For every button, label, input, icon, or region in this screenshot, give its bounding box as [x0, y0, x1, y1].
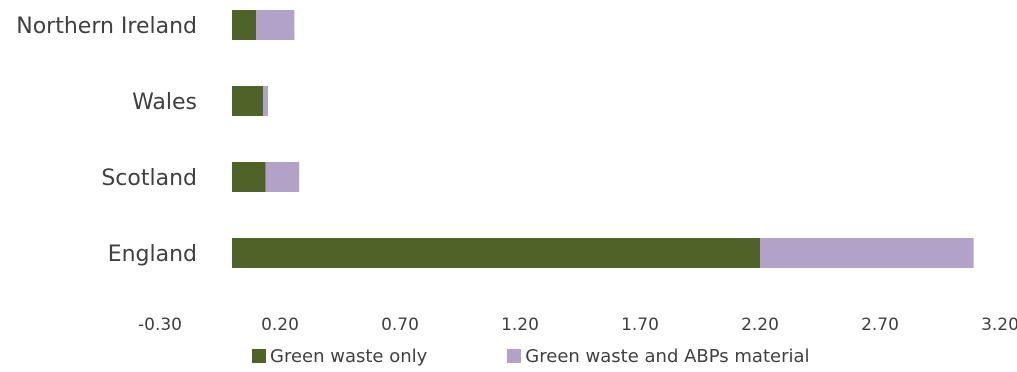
x-tick-label-3: 1.20: [501, 315, 539, 335]
legend-swatch-green-waste-abps: [507, 349, 522, 363]
x-axis-tick-labels: -0.30 0.20 0.70 1.20 1.70 2.20 2.70 3.20: [138, 315, 1017, 335]
bar-northern-ireland-series-2: [256, 10, 295, 40]
legend: Green waste only Green waste and ABPs ma…: [252, 344, 810, 368]
x-tick-label-1: 0.20: [261, 315, 299, 335]
x-tick-label-7: 3.20: [981, 315, 1017, 335]
bars: [232, 10, 974, 268]
bar-northern-ireland-series-1: [232, 10, 256, 40]
x-tick-label-6: 2.70: [861, 315, 899, 335]
bar-england-series-2: [760, 238, 974, 268]
legend-label-green-waste-only: Green waste only: [270, 345, 428, 367]
category-label-wales: Wales: [132, 90, 197, 115]
legend-swatch-green-waste-only: [252, 349, 266, 363]
category-label-england: England: [108, 242, 197, 267]
bar-england-series-1: [232, 238, 760, 268]
legend-item-green-waste-abps: Green waste and ABPs material: [507, 345, 810, 367]
bar-scotland-series-2: [265, 162, 300, 192]
legend-item-green-waste-only: Green waste only: [252, 346, 427, 367]
x-tick-label-5: 2.20: [741, 315, 779, 335]
category-labels: Northern Ireland Wales Scotland England: [16, 14, 197, 267]
bar-scotland-series-1: [232, 162, 266, 192]
category-label-scotland: Scotland: [101, 166, 197, 191]
bar-wales-series-2: [263, 86, 268, 116]
x-tick-label-0: -0.30: [138, 315, 182, 335]
legend-label-green-waste-abps: Green waste and ABPs material: [525, 345, 810, 367]
x-tick-label-2: 0.70: [381, 315, 419, 335]
bar-wales-series-1: [232, 86, 264, 116]
category-label-northern-ireland: Northern Ireland: [16, 14, 197, 39]
x-tick-label-4: 1.70: [621, 315, 659, 335]
